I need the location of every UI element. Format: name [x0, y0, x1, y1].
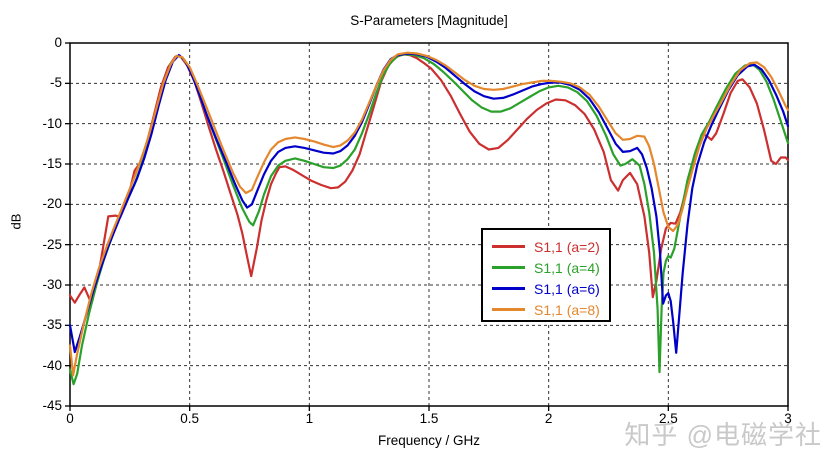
x-tick-label: 3: [784, 411, 792, 426]
y-tick-label: -5: [49, 75, 62, 91]
legend-item: S1,1 (a=2): [492, 236, 609, 257]
series-curve: [68, 51, 790, 377]
legend-box: S1,1 (a=2) S1,1 (a=4) S1,1 (a=6) S1,1 (a…: [481, 228, 611, 322]
y-tick-label: -45: [42, 398, 62, 413]
chart-title: S-Parameters [Magnitude]: [350, 13, 508, 28]
legend-line-swatch: [492, 287, 525, 290]
y-tick-label: -30: [42, 277, 62, 292]
legend-item: S1,1 (a=8): [492, 299, 609, 320]
legend-item: S1,1 (a=4): [492, 257, 609, 278]
x-tick-label: 1.5: [419, 411, 439, 426]
x-axis-label: Frequency / GHz: [377, 433, 481, 448]
y-tick-label: -10: [42, 115, 62, 131]
y-tick-label: -25: [42, 236, 62, 252]
legend-line-swatch: [492, 245, 525, 248]
legend-label: S1,1 (a=4): [534, 259, 600, 276]
legend-line-swatch: [492, 308, 525, 311]
legend-label: S1,1 (a=6): [534, 280, 600, 297]
y-tick-label: -35: [42, 317, 62, 333]
y-tick-label: -40: [42, 357, 62, 373]
legend-label: S1,1 (a=2): [534, 238, 600, 255]
watermark: 知乎 @电磁学社: [624, 420, 822, 450]
x-tick-label: 0.5: [180, 411, 200, 426]
x-tick-label: 2: [544, 411, 553, 426]
legend-line-swatch: [492, 266, 525, 269]
y-tick-label: 0: [54, 35, 62, 50]
legend-item: S1,1 (a=6): [492, 278, 609, 299]
y-tick-label: -20: [42, 196, 62, 212]
y-tick-label: -15: [42, 156, 62, 171]
legend-label: S1,1 (a=8): [534, 301, 600, 318]
x-tick-label: 1: [305, 411, 314, 426]
x-tick-label: 2.5: [658, 411, 678, 426]
x-tick-label: 0: [66, 411, 74, 426]
